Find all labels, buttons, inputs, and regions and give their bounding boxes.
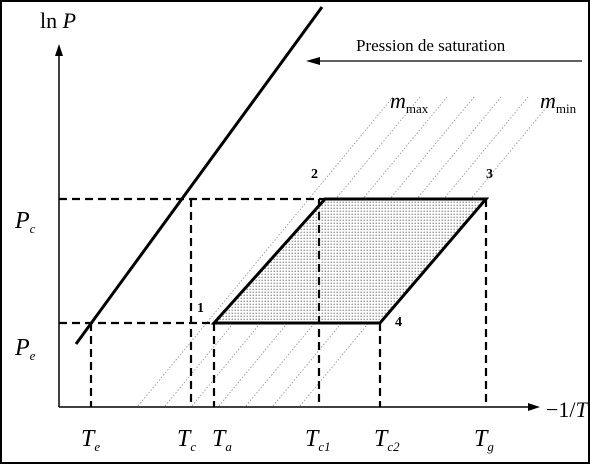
iso-mass-line <box>164 96 421 407</box>
iso-mass-line <box>299 96 556 407</box>
tc1-label: Tc1 <box>305 426 331 454</box>
saturation-line <box>74 6 324 345</box>
saturation-label: Pression de saturation <box>356 36 506 55</box>
pc-label: Pc <box>14 208 36 236</box>
point-4-label: 4 <box>395 315 402 330</box>
m-max-label: mmax <box>390 88 429 116</box>
tg-label: Tg <box>474 426 494 454</box>
iso-mass-line <box>245 96 502 407</box>
cycle-area <box>210 197 490 325</box>
iso-mass-line <box>137 96 394 407</box>
x-axis-label: −1/T <box>546 397 590 422</box>
iso-mass-line <box>272 96 529 407</box>
y-axis-label: ln P <box>40 8 76 33</box>
tc2-label: Tc2 <box>374 426 400 454</box>
point-1-label: 1 <box>197 301 204 316</box>
annotation-arrow-head <box>306 57 320 65</box>
point-3-label: 3 <box>486 167 493 182</box>
point-2-label: 2 <box>311 167 318 182</box>
ta-label: Ta <box>212 426 232 454</box>
pe-label: Pe <box>14 335 36 363</box>
x-axis-arrow <box>528 403 540 411</box>
iso-mass-line <box>218 96 475 407</box>
y-axis-arrow <box>55 44 63 56</box>
m-min-label: mmin <box>540 88 577 116</box>
tc-label: Tc <box>177 426 196 454</box>
te-label: Te <box>81 426 100 454</box>
iso-mass-lines <box>137 96 556 407</box>
iso-mass-line <box>191 96 448 407</box>
guide-lines <box>59 197 488 407</box>
